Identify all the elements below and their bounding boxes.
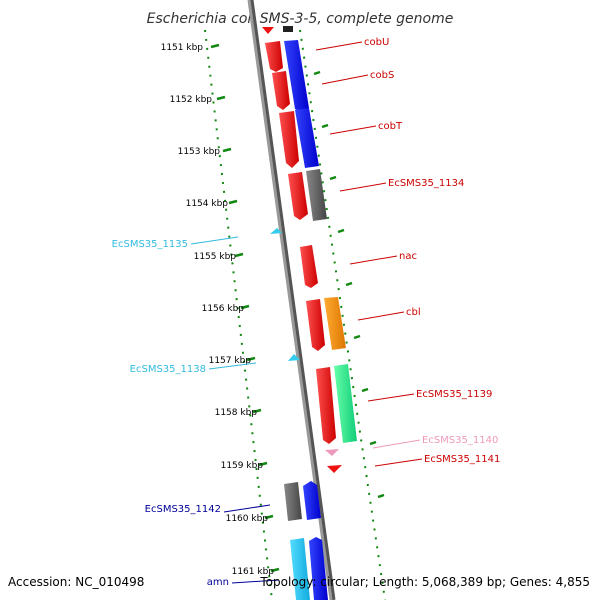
gene-label-ecsms35-1135: EcSMS35_1135 [112, 239, 188, 250]
gene-arrow [300, 245, 318, 288]
scale-tick [329, 175, 337, 181]
gene-label-ecsms35-1138: EcSMS35_1138 [130, 364, 206, 375]
kbp-label: 1155 kbp [194, 252, 237, 262]
map-title: Escherichia coli SMS-3-5, complete genom… [147, 11, 454, 27]
gene-arrow [270, 228, 282, 234]
connector-line [321, 74, 369, 85]
gene-arrow [288, 172, 308, 220]
kbp-label: 1156 kbp [202, 304, 245, 314]
gene-label-amn: amn [207, 577, 229, 588]
scale-line-left [204, 29, 273, 600]
gene-arrow [324, 297, 346, 350]
gene-arrow [283, 26, 293, 32]
scale-tick [337, 228, 345, 234]
connector-line [329, 125, 377, 135]
scale-tick [361, 387, 369, 393]
gene-label-ecsms35-1142: EcSMS35_1142 [145, 504, 221, 515]
kbp-label: 1161 kbp [232, 567, 275, 577]
scale-tick [240, 304, 250, 310]
scale-tick [377, 493, 385, 499]
connector-line [208, 362, 257, 370]
gene-label-ecsms35-1134: EcSMS35_1134 [388, 178, 464, 189]
backbone-line-shadow [248, 0, 336, 600]
scale-tick [321, 123, 329, 129]
kbp-label: 1151 kbp [161, 43, 204, 53]
kbp-label: 1152 kbp [170, 95, 213, 105]
scale-tick [270, 567, 280, 573]
connector-line [339, 182, 387, 192]
gene-arrow [303, 481, 321, 520]
accession-text: Accession: NC_010498 [8, 575, 144, 589]
gene-arrow [306, 299, 325, 351]
gene-arrow [265, 41, 283, 72]
gene-label-cobS: cobS [370, 70, 394, 81]
connector-line [315, 41, 363, 51]
scale-line-right [299, 29, 386, 600]
scale-tick [345, 281, 353, 287]
gene-label-ecsms35-1140: EcSMS35_1140 [422, 435, 498, 446]
scale-track [204, 29, 386, 600]
gene-arrow [284, 40, 309, 113]
scale-tick [264, 514, 274, 520]
gene-label-ecsms35-1141: EcSMS35_1141 [424, 454, 500, 465]
gene-label-cbl: cbl [406, 307, 421, 318]
scale-tick [210, 43, 220, 49]
kbp-label: 1160 kbp [226, 514, 269, 524]
scale-ticks [210, 43, 385, 573]
gene-arrow [272, 71, 290, 110]
connector-line [223, 504, 271, 513]
gene-arrow [325, 449, 339, 456]
kbp-label: 1157 kbp [209, 356, 252, 366]
scale-tick [234, 252, 244, 258]
connector-line [374, 458, 423, 467]
connector-line [190, 236, 239, 245]
topology-info-text: Topology: circular; Length: 5,068,389 bp… [259, 575, 590, 589]
scale-tick [252, 408, 262, 414]
connector-line [357, 311, 405, 321]
scale-tick [228, 199, 238, 205]
gene-arrow [262, 27, 274, 34]
scale-tick [369, 440, 377, 446]
label-connectors [190, 41, 423, 584]
gene-label-cobT: cobT [378, 121, 403, 132]
gene-arrow [306, 169, 327, 221]
kbp-label: 1158 kbp [215, 408, 258, 418]
kbp-label: 1159 kbp [221, 461, 264, 471]
scale-tick [216, 95, 226, 101]
scale-tick [246, 356, 256, 362]
gene-features [262, 26, 357, 600]
gene-arrow [316, 367, 336, 444]
gene-arrow [288, 354, 300, 361]
gene-labels: cobU cobS cobT EcSMS35_1134 EcSMS35_1135… [112, 37, 501, 588]
scale-tick [313, 70, 321, 76]
gene-arrow [290, 538, 310, 600]
gene-label-nac: nac [399, 251, 417, 262]
gene-arrow [309, 537, 328, 600]
gene-arrow [334, 364, 357, 443]
gene-arrow [284, 482, 302, 521]
gene-label-cobU: cobU [364, 37, 389, 48]
scale-tick [222, 147, 232, 153]
scale-tick [353, 334, 361, 340]
connector-line [367, 393, 415, 402]
gene-arrow [295, 108, 319, 168]
gene-arrow [327, 465, 342, 473]
kbp-label: 1154 kbp [186, 199, 229, 209]
kbp-label: 1153 kbp [178, 147, 221, 157]
gene-label-ecsms35-1139: EcSMS35_1139 [416, 389, 492, 400]
connector-line [372, 439, 421, 449]
connector-line [231, 579, 280, 584]
scale-tick [258, 461, 268, 467]
gene-arrow [279, 111, 299, 168]
scale-labels: 1151 kbp 1152 kbp 1153 kbp 1154 kbp 1155… [161, 43, 275, 577]
connector-line [349, 255, 398, 265]
